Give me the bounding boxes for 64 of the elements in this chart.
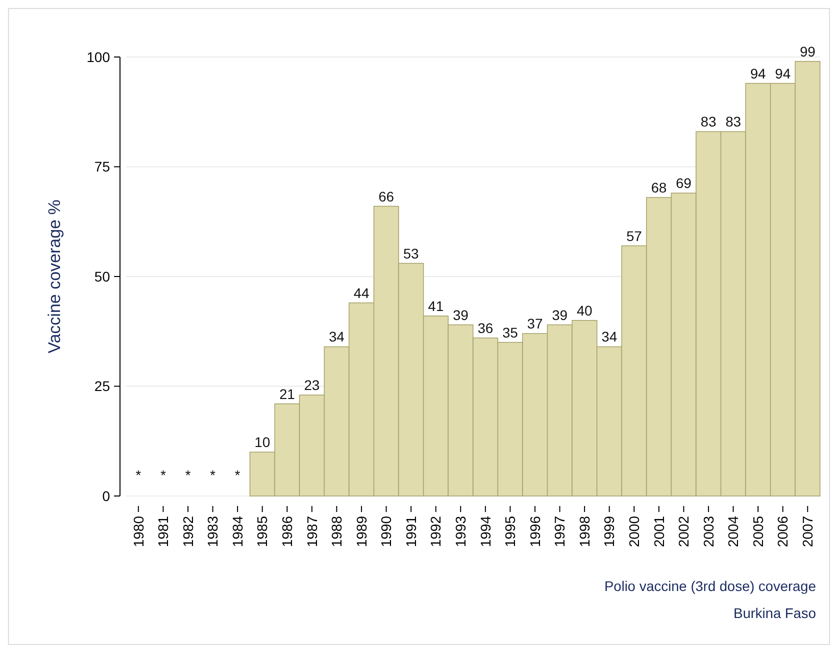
- x-tick-label: 1982: [180, 516, 196, 548]
- data-label: 34: [602, 328, 618, 345]
- data-label: 34: [328, 328, 345, 345]
- x-tick-label: 1996: [526, 516, 543, 548]
- x-tick-label: 1981: [155, 516, 172, 548]
- data-label: 39: [552, 306, 568, 323]
- data-label: 40: [576, 302, 593, 318]
- text: *: [234, 467, 240, 483]
- data-label: 53: [403, 245, 420, 262]
- x-tick-label: 1991: [402, 516, 419, 548]
- data-label: 10: [254, 434, 270, 450]
- data-label: 69: [676, 175, 692, 192]
- data-label: 68: [651, 179, 667, 196]
- data-label: 66: [378, 188, 394, 204]
- data-label: 44: [354, 284, 370, 301]
- data-label: 94: [750, 65, 766, 82]
- y-tick-label: 100: [86, 48, 110, 65]
- data-label: 94: [775, 65, 791, 82]
- text: Polio vaccine (3rd dose) coverage: [604, 578, 816, 594]
- x-tick-label: 1988: [328, 516, 345, 548]
- x-tick-label: 2003: [700, 516, 716, 548]
- x-tick-label: 1992: [428, 516, 444, 548]
- x-tick-label: 1999: [601, 516, 618, 548]
- data-label: 83: [700, 114, 716, 130]
- x-tick-label: 1983: [204, 516, 221, 548]
- y-axis-title: Vaccine coverage %: [45, 200, 64, 354]
- x-tick-label: 1986: [279, 516, 296, 548]
- data-label: 41: [428, 298, 444, 314]
- x-tick-label: 2002: [676, 516, 692, 548]
- x-tick-label: 2005: [750, 516, 766, 548]
- x-tick-label: 1995: [502, 516, 518, 548]
- data-label: 57: [626, 228, 642, 244]
- text: *: [160, 467, 166, 483]
- y-tick-label: 0: [102, 488, 110, 504]
- x-tick-label: 2000: [626, 516, 642, 548]
- data-label: 83: [725, 114, 742, 130]
- x-tick-label: 1997: [552, 516, 568, 548]
- text: *: [185, 467, 191, 483]
- text: *: [136, 467, 142, 483]
- x-tick-label: 1990: [378, 516, 394, 548]
- x-tick-label: 1998: [576, 516, 592, 548]
- data-label: 23: [304, 377, 320, 394]
- data-label: 36: [478, 320, 494, 336]
- x-tick-label: 1980: [130, 516, 146, 548]
- x-tick-label: 1985: [254, 516, 270, 548]
- data-label: 39: [452, 306, 469, 323]
- data-label: 21: [279, 386, 296, 402]
- text: Burkina Faso: [734, 605, 816, 621]
- x-tick-label: 2006: [774, 516, 791, 548]
- x-tick-label: 2001: [650, 516, 667, 548]
- x-tick-label: 1984: [229, 516, 246, 548]
- x-tick-label: 2004: [725, 516, 742, 548]
- data-label: 37: [527, 316, 543, 332]
- y-tick-label: 25: [94, 378, 110, 394]
- data-label: 35: [502, 324, 518, 340]
- data-label: 99: [800, 43, 816, 60]
- x-tick-label: 1993: [452, 516, 469, 548]
- y-tick-label: 75: [94, 158, 110, 175]
- x-tick-label: 2007: [800, 516, 816, 548]
- x-tick-label: 1994: [477, 516, 494, 548]
- x-tick-label: 1989: [353, 516, 370, 548]
- x-tick-label: 1987: [304, 516, 320, 548]
- y-tick-label: 50: [94, 268, 110, 284]
- text: *: [210, 467, 216, 483]
